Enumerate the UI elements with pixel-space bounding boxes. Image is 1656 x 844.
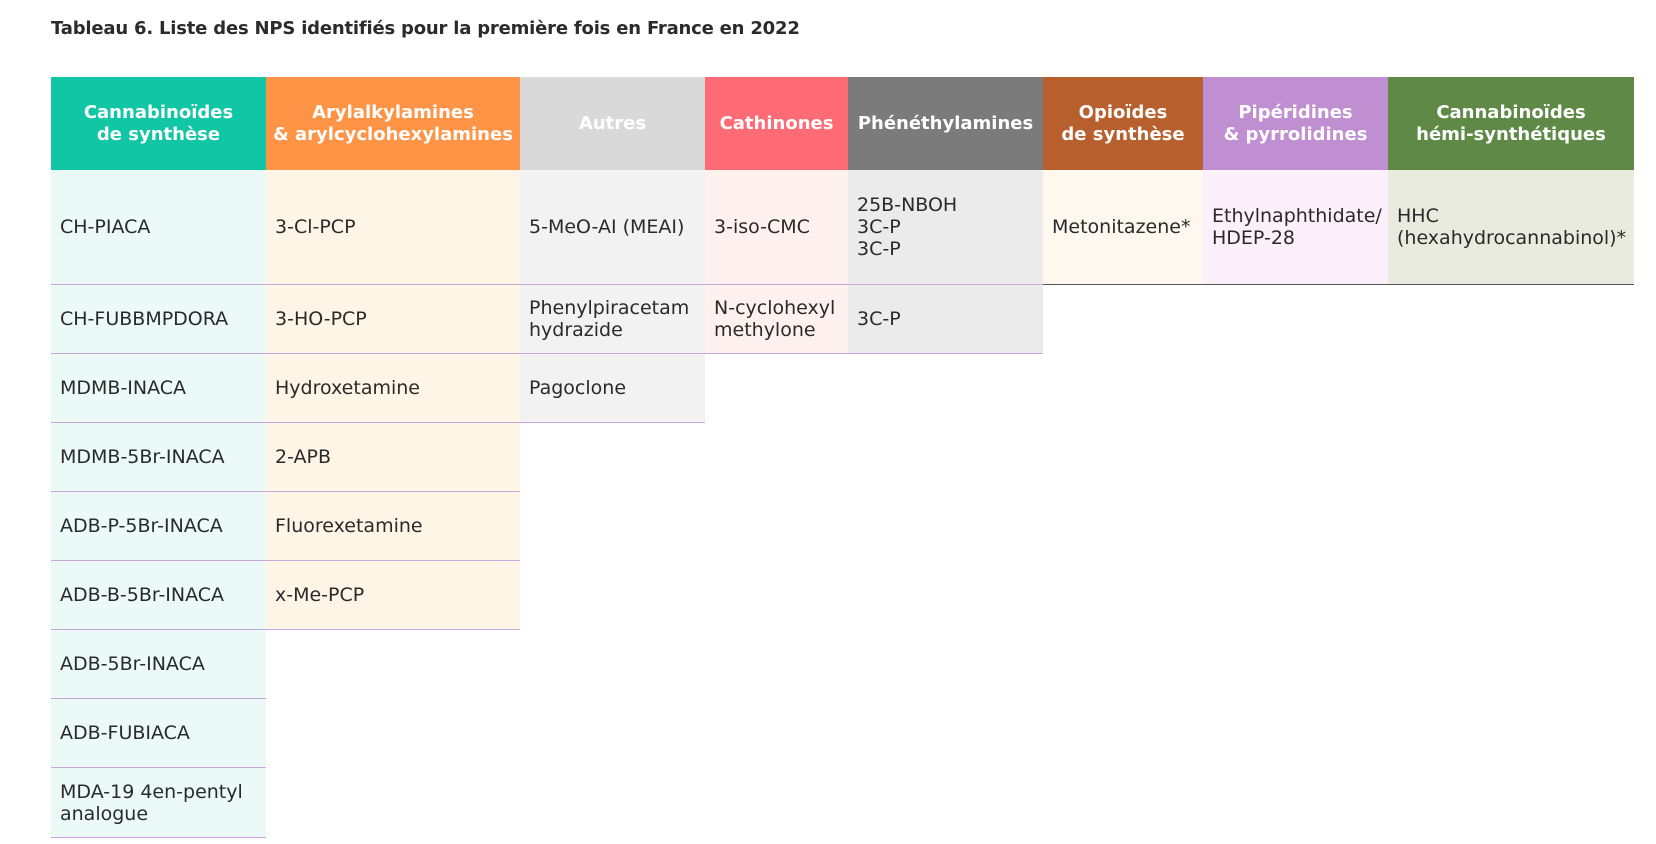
table-cell: N-cyclohexyl methylone <box>705 285 848 354</box>
column-header: Opioïdes de synthèse <box>1043 77 1203 170</box>
table-cell: Pagoclone <box>520 354 705 423</box>
table-cell: 5-MeO-AI (MEAI) <box>520 170 705 285</box>
column-3: Autres 5-MeO-AI (MEAI) Phenylpiracetam hyd… <box>520 77 705 423</box>
column-header: Cannabinoïdes de synthèse <box>51 77 266 170</box>
table-cell: Hydroxetamine <box>266 354 520 423</box>
column-8: Cannabinoïdes hémi-synthétiques HHC (hexa… <box>1388 77 1634 285</box>
column-6: Opioïdes de synthèse Metonitazene* <box>1043 77 1203 285</box>
table-cell: 3-Cl-PCP <box>266 170 520 285</box>
table-cell: CH-PIACA <box>51 170 266 285</box>
table-cell: Phenylpiracetam hydrazide <box>520 285 705 354</box>
table-cell: ADB-P-5Br-INACA <box>51 492 266 561</box>
table-cell: 3-HO-PCP <box>266 285 520 354</box>
table-cell: ADB-FUBIACA <box>51 699 266 768</box>
column-header: Cannabinoïdes hémi-synthétiques <box>1388 77 1634 170</box>
table-cell: 3-iso-CMC <box>705 170 848 285</box>
column-7: Pipéridines & pyrrolidines Ethylnaphthida… <box>1203 77 1388 285</box>
table-cell: Ethylnaphthidate/ HDEP-28 <box>1203 170 1388 285</box>
table-cell: MDMB-5Br-INACA <box>51 423 266 492</box>
table-cell: MDA-19 4en-pentyl analogue <box>51 768 266 838</box>
table-cell: ADB-5Br-INACA <box>51 630 266 699</box>
table-cell: ADB-B-5Br-INACA <box>51 561 266 630</box>
column-header: Cathinones <box>705 77 848 170</box>
table-cell: 3C-P <box>848 285 1043 354</box>
column-header: Autres <box>520 77 705 170</box>
table-cell: x-Me-PCP <box>266 561 520 630</box>
table-cell: HHC (hexahydrocannabinol)* <box>1388 170 1634 285</box>
table-cell: 25B-NBOH 3C-P 3C-P <box>848 170 1043 285</box>
table-cell: 2-APB <box>266 423 520 492</box>
table-caption: Tableau 6. Liste des NPS identifiés pour… <box>51 18 800 39</box>
column-header: Arylalkylamines & arylcyclohexylamines <box>266 77 520 170</box>
table-cell: Fluorexetamine <box>266 492 520 561</box>
column-header: Phénéthylamines <box>848 77 1043 170</box>
column-2: Arylalkylamines & arylcyclohexylamines 3-… <box>266 77 520 630</box>
table-cell: Metonitazene* <box>1043 170 1203 285</box>
table-cell: MDMB-INACA <box>51 354 266 423</box>
table-cell: CH-FUBBMPDORA <box>51 285 266 354</box>
column-header: Pipéridines & pyrrolidines <box>1203 77 1388 170</box>
column-1: Cannabinoïdes de synthèse CH-PIACA CH-FUBB… <box>51 77 266 838</box>
column-5: Phénéthylamines 25B-NBOH 3C-P 3C-P 3C-P <box>848 77 1043 354</box>
column-4: Cathinones 3-iso-CMC N-cyclohexyl methylon… <box>705 77 848 354</box>
